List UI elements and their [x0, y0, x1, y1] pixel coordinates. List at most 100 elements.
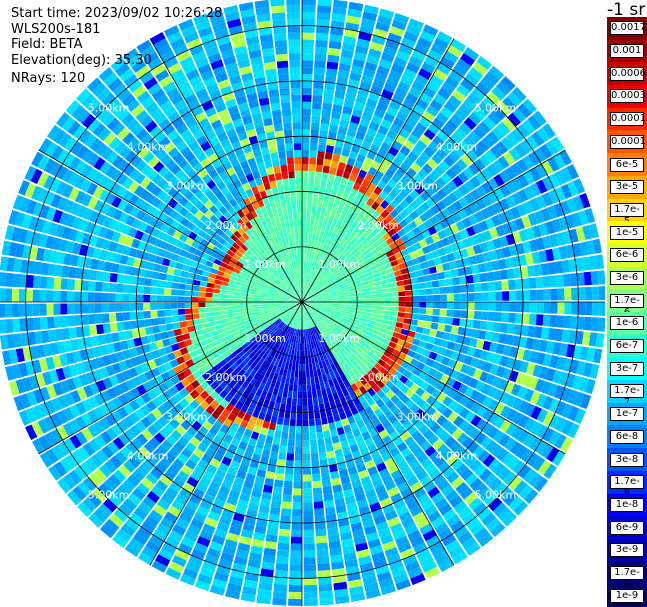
range-gate-cell [405, 24, 422, 37]
range-gate-cell [497, 212, 508, 224]
range-gate-cell [26, 199, 37, 215]
range-gate-cell [455, 259, 464, 268]
range-gate-cell [468, 214, 479, 226]
range-gate-cell [454, 127, 468, 140]
range-gate-cell [429, 541, 444, 554]
range-gate-cell [308, 283, 313, 290]
range-gate-cell [308, 275, 312, 283]
range-gate-cell [325, 223, 332, 231]
range-gate-cell [345, 353, 353, 361]
range-gate-cell [283, 332, 288, 340]
range-gate-cell [201, 270, 210, 277]
range-gate-cell [281, 324, 287, 331]
range-gate-cell [336, 205, 344, 214]
range-gate-cell [355, 95, 367, 105]
range-gate-cell [200, 275, 209, 282]
range-gate-cell [90, 335, 100, 347]
range-gate-cell [278, 535, 290, 544]
range-gate-cell [310, 129, 319, 137]
range-gate-cell [223, 211, 232, 220]
range-gate-cell [116, 186, 128, 199]
range-gate-cell [230, 519, 243, 529]
range-gate-cell [281, 304, 289, 308]
range-gate-cell [324, 402, 331, 410]
range-gate-cell [212, 246, 221, 254]
range-gate-cell [151, 197, 162, 208]
range-gate-cell [429, 329, 438, 337]
range-gate-cell [308, 304, 315, 309]
range-gate-cell [42, 371, 53, 386]
range-gate-cell [190, 215, 200, 225]
range-gate-cell [391, 296, 399, 302]
range-gate-cell [192, 254, 201, 263]
range-gate-cell [174, 392, 184, 403]
range-gate-cell [352, 321, 361, 327]
range-gate-cell [328, 322, 336, 328]
range-gate-cell [441, 81, 455, 95]
range-gate-cell [302, 377, 307, 385]
range-gate-cell [8, 349, 19, 364]
range-gate-cell [360, 238, 369, 247]
range-gate-cell [49, 250, 59, 264]
range-gate-cell [353, 412, 362, 422]
range-gate-cell [194, 324, 202, 331]
range-gate-cell [412, 307, 420, 314]
range-gate-cell [548, 430, 561, 446]
range-gate-cell [274, 299, 282, 301]
range-gate-cell [547, 262, 557, 275]
range-gate-cell [268, 371, 275, 380]
range-gate-cell [536, 289, 544, 301]
range-gate-cell [318, 452, 327, 460]
range-gate-cell [60, 303, 68, 315]
range-gate-cell [209, 358, 219, 367]
range-gate-cell [200, 380, 210, 390]
range-gate-cell [349, 391, 358, 401]
range-gate-cell [408, 441, 420, 453]
range-gate-cell [353, 206, 362, 215]
range-gate-cell [443, 245, 453, 255]
range-gate-cell [458, 103, 472, 117]
range-gate-cell [358, 555, 372, 566]
range-gate-cell [412, 242, 422, 251]
range-gate-cell [307, 335, 311, 343]
range-gate-cell [168, 175, 180, 187]
range-gate-cell [426, 80, 440, 93]
range-gate-cell [133, 450, 146, 464]
range-gate-cell [539, 143, 553, 159]
range-gate-cell [463, 423, 476, 436]
range-gate-cell [386, 358, 395, 367]
range-gate-cell [418, 239, 428, 248]
range-gate-cell [122, 132, 135, 145]
range-gate-cell [452, 89, 466, 103]
range-gate-cell [502, 117, 516, 132]
range-gate-cell [335, 244, 343, 252]
range-gate-cell [597, 317, 605, 332]
range-gate-cell [269, 310, 277, 315]
range-gate-cell [393, 436, 404, 447]
range-gate-cell [425, 186, 436, 197]
range-gate-cell [327, 349, 334, 358]
range-gate-cell [322, 306, 330, 309]
range-gate-cell [406, 167, 417, 179]
range-gate-cell [293, 349, 297, 357]
range-gate-cell [280, 508, 292, 516]
range-gate-cell [373, 455, 384, 466]
range-gate-cell [151, 173, 163, 185]
range-gate-cell [263, 314, 271, 319]
range-gate-cell [308, 296, 315, 300]
range-gate-cell [279, 322, 285, 329]
range-gate-cell [395, 134, 407, 145]
range-gate-cell [450, 458, 464, 471]
range-gate-cell [422, 327, 431, 336]
range-gate-cell [188, 246, 198, 255]
range-gate-cell [312, 480, 322, 489]
range-gate-cell [274, 381, 281, 389]
range-gate-cell [278, 338, 284, 346]
range-gate-cell [366, 245, 375, 253]
range-gate-cell [474, 380, 486, 392]
range-gate-cell [335, 83, 347, 93]
range-gate-cell [191, 548, 206, 561]
range-gate-cell [237, 410, 246, 419]
range-gate-cell [330, 232, 337, 241]
range-gate-cell [356, 292, 364, 296]
